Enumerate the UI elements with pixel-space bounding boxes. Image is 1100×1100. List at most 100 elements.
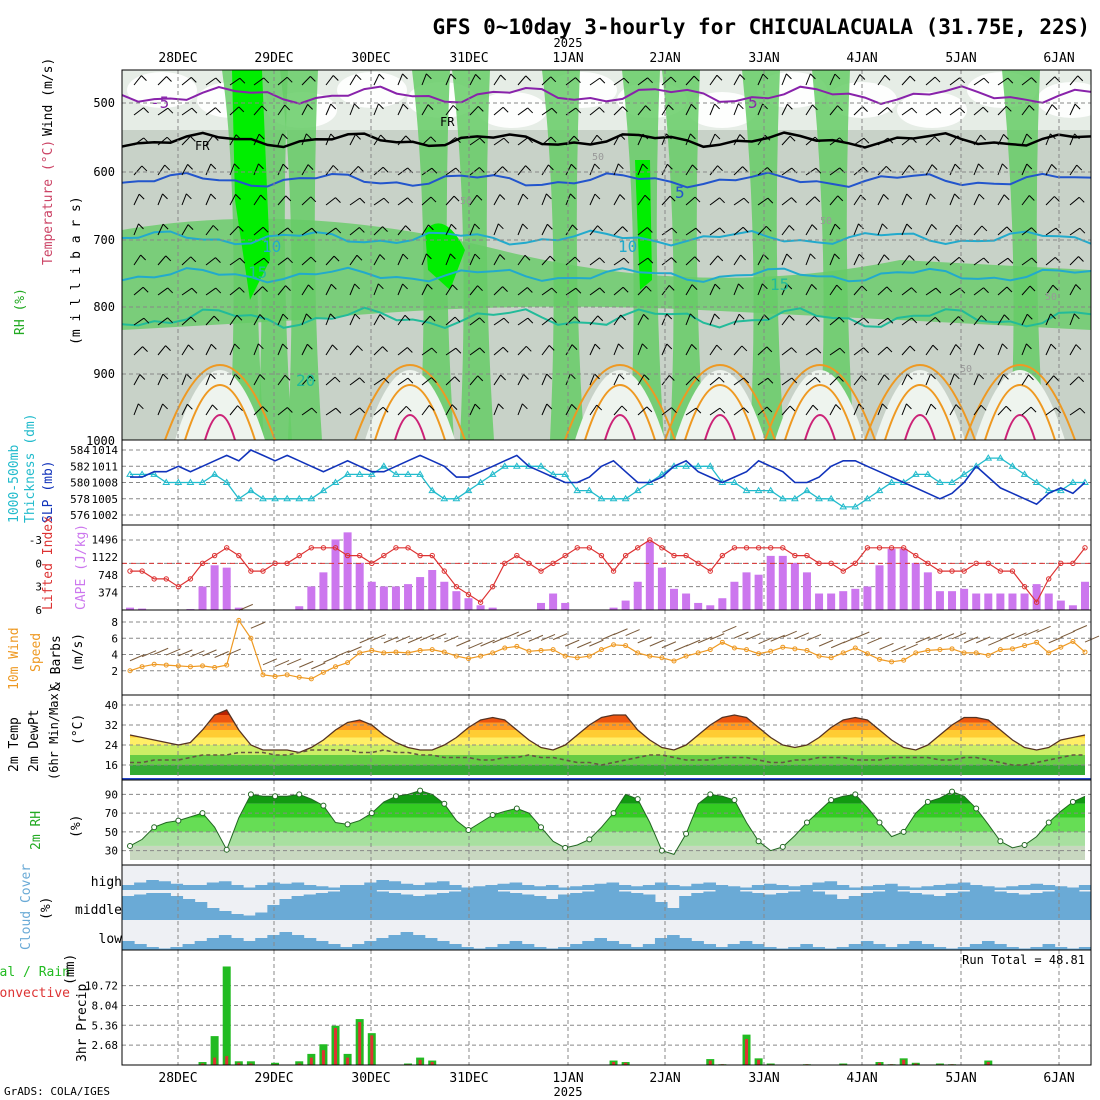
cloud-bar-middle: [461, 890, 474, 920]
cloud-bar-middle: [739, 891, 753, 920]
cloud-bar-low: [1078, 947, 1092, 950]
li-point: [441, 568, 448, 574]
date-label-bottom: 31DEC: [449, 1071, 488, 1086]
thickness-point: [972, 462, 981, 469]
cloud-bar-low: [315, 941, 329, 950]
wind-point: [417, 647, 423, 653]
wind-point: [1034, 639, 1040, 645]
wind-barb: [504, 631, 519, 639]
wind-barb: [311, 662, 326, 670]
wind-point: [151, 661, 157, 667]
contour-label: 15: [248, 263, 267, 282]
wind-point: [381, 650, 387, 656]
run-total: Run Total = 48.81: [962, 953, 1085, 967]
li-point: [211, 552, 218, 559]
cloud-bar-middle: [860, 893, 874, 920]
contour-label: 50: [1045, 292, 1057, 303]
cape-bar: [875, 565, 884, 610]
cloud-bar-low: [545, 948, 559, 950]
cape-bar: [839, 591, 848, 610]
cloud-bar-high: [461, 887, 474, 890]
cloud-bar-low: [521, 944, 535, 950]
precip-label-b: Convective: [0, 986, 70, 1001]
pressure-tick: 800: [93, 300, 115, 314]
cloud-bar-middle: [1042, 891, 1056, 920]
cloud-bar-middle: [182, 899, 196, 920]
precip-label-a: Total / Rain: [0, 965, 70, 980]
cloud-bar-middle: [231, 914, 244, 920]
precip-total-bar: [246, 1061, 255, 1065]
pressure-label: (m i l l i b a r s): [69, 196, 84, 345]
wind-barb: [238, 603, 253, 611]
wind-barb: [190, 650, 205, 658]
temp-band: [130, 730, 1085, 738]
precip-convective-bar: [757, 1059, 761, 1065]
thickness-tick: 584: [70, 444, 90, 457]
cloud-bar-middle: [1018, 894, 1031, 920]
slp-tick: 1002: [92, 509, 119, 522]
grads-credit: GrADS: COLA/IGES: [4, 1085, 110, 1098]
cloud-bar-high: [388, 881, 402, 890]
wind-barb: [564, 639, 580, 647]
precip-tick: 2.68: [92, 1039, 119, 1052]
cloud-bar-high: [122, 885, 135, 890]
thick-label-a: 1000-500mb: [7, 445, 22, 523]
cloud-bar-middle: [618, 891, 632, 920]
thickness-point: [259, 494, 267, 502]
thickness-point: [923, 470, 932, 477]
thickness-tick: 580: [70, 477, 90, 490]
cloud-bar-high: [654, 882, 668, 890]
li-point: [199, 560, 206, 567]
wind-barb: [758, 637, 773, 645]
precip-convective-bar: [213, 1057, 217, 1065]
rh-point: [441, 800, 448, 807]
rh-point: [828, 797, 835, 803]
cloud-bar-low: [376, 938, 389, 950]
wind-point: [514, 643, 520, 649]
wind-barb: [1084, 635, 1100, 643]
cloud-bar-middle: [218, 911, 232, 920]
cloud-bar-middle: [909, 893, 922, 920]
wind-point: [1070, 639, 1076, 644]
cape-bar: [742, 572, 751, 610]
wind-point: [695, 650, 701, 656]
cape-bar: [645, 541, 654, 610]
cape-bar: [138, 608, 147, 610]
wind-point: [490, 650, 496, 656]
cloud-bar-low: [158, 948, 171, 950]
li-point: [248, 568, 254, 574]
cloud-bar-low: [570, 944, 583, 950]
cloud-bar-high: [606, 882, 620, 890]
thickness-point: [392, 470, 400, 477]
temp-tick: 16: [105, 759, 118, 772]
li-point: [804, 552, 810, 559]
cloud-bar-low: [715, 947, 729, 950]
cloud-bar-low: [170, 947, 184, 950]
cloud-bar-low: [327, 944, 341, 950]
cloud-bar-high: [763, 883, 777, 890]
cloud-bar-high: [788, 886, 801, 890]
cloud-bar-middle: [134, 894, 147, 920]
precip-total-bar: [295, 1061, 304, 1065]
cape-bar: [198, 586, 207, 610]
pressure-tick: 700: [93, 233, 115, 247]
cloud-bar-middle: [558, 894, 571, 920]
cloud-bar-low: [400, 932, 414, 950]
cloud-bar-high: [618, 885, 632, 890]
wind-tick: 4: [111, 649, 118, 662]
rh-point: [924, 798, 931, 805]
cloud-panel: [121, 864, 1092, 951]
pressure-tick: 500: [93, 96, 115, 110]
cape-label: CAPE (J/kg): [74, 524, 89, 610]
cloud-bar-high: [1054, 886, 1068, 890]
cloud-bar-low: [679, 938, 692, 950]
cloud-bar-high: [533, 886, 547, 890]
wind-barb: [407, 636, 423, 644]
precip-convective-bar: [745, 1039, 749, 1065]
thickness-point: [355, 470, 364, 477]
wind-point: [756, 651, 762, 657]
thickness-point: [790, 494, 799, 502]
cape-bar: [1032, 584, 1041, 610]
cloud-bar-middle: [667, 908, 680, 920]
cloud-bar-middle: [1054, 890, 1068, 920]
